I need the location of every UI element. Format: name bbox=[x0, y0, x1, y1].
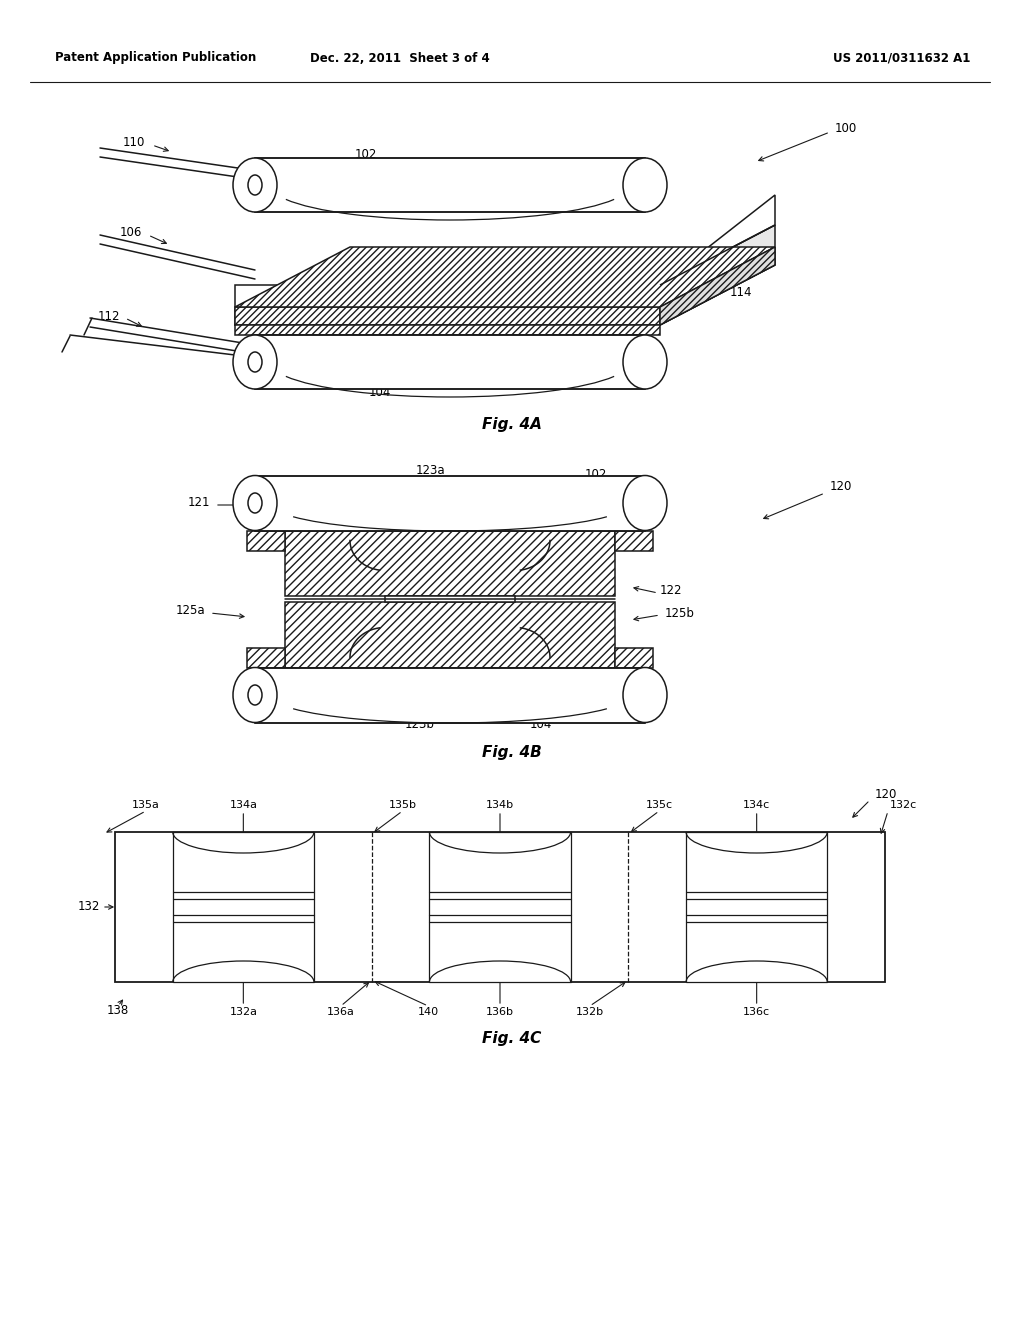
Bar bbox=[255, 158, 645, 213]
Text: 104: 104 bbox=[530, 718, 552, 731]
Ellipse shape bbox=[233, 475, 278, 531]
Bar bbox=[173, 832, 314, 892]
Text: 134c: 134c bbox=[743, 800, 770, 810]
Ellipse shape bbox=[233, 335, 278, 389]
Ellipse shape bbox=[248, 352, 262, 372]
Text: Fig. 4B: Fig. 4B bbox=[482, 746, 542, 760]
Text: 102: 102 bbox=[585, 469, 607, 482]
Bar bbox=[255, 668, 645, 722]
Ellipse shape bbox=[233, 668, 278, 722]
Polygon shape bbox=[234, 325, 660, 335]
Polygon shape bbox=[285, 602, 615, 668]
Text: 134b: 134b bbox=[486, 800, 514, 810]
Ellipse shape bbox=[248, 492, 262, 513]
Bar bbox=[429, 832, 570, 892]
Text: Patent Application Publication: Patent Application Publication bbox=[55, 51, 256, 65]
Polygon shape bbox=[234, 308, 660, 325]
Text: Fig. 4A: Fig. 4A bbox=[482, 417, 542, 433]
Bar bbox=[247, 648, 285, 668]
Text: 110: 110 bbox=[123, 136, 145, 149]
Polygon shape bbox=[234, 285, 660, 325]
Text: 140: 140 bbox=[418, 1007, 438, 1016]
Bar bbox=[429, 921, 570, 982]
Text: 100: 100 bbox=[835, 121, 857, 135]
Bar bbox=[173, 921, 314, 982]
Text: 135a: 135a bbox=[132, 800, 160, 810]
Polygon shape bbox=[660, 247, 775, 325]
Text: 134a: 134a bbox=[229, 800, 257, 810]
Text: 124: 124 bbox=[383, 477, 406, 490]
Text: 132c: 132c bbox=[890, 800, 918, 810]
Text: 123a: 123a bbox=[415, 463, 444, 477]
Text: 135b: 135b bbox=[388, 800, 417, 810]
Text: Fig. 4C: Fig. 4C bbox=[482, 1031, 542, 1045]
Text: 112: 112 bbox=[97, 309, 120, 322]
Text: 121: 121 bbox=[187, 496, 210, 510]
Text: 136c: 136c bbox=[743, 1007, 770, 1016]
Bar bbox=[385, 597, 515, 602]
Ellipse shape bbox=[623, 475, 667, 531]
Bar bbox=[255, 475, 645, 531]
Text: 136b: 136b bbox=[486, 1007, 514, 1016]
Ellipse shape bbox=[623, 335, 667, 389]
Bar bbox=[115, 832, 885, 982]
Bar bbox=[686, 921, 827, 982]
Text: 125a: 125a bbox=[175, 603, 205, 616]
Bar bbox=[615, 648, 653, 668]
Text: 106: 106 bbox=[120, 226, 142, 239]
Polygon shape bbox=[660, 195, 775, 285]
Bar bbox=[247, 531, 285, 550]
Ellipse shape bbox=[248, 176, 262, 195]
Ellipse shape bbox=[233, 158, 278, 213]
Text: 126: 126 bbox=[312, 709, 335, 722]
Text: 132a: 132a bbox=[229, 1007, 257, 1016]
Text: US 2011/0311632 A1: US 2011/0311632 A1 bbox=[833, 51, 970, 65]
Text: 135c: 135c bbox=[645, 800, 673, 810]
Text: 120: 120 bbox=[830, 480, 852, 494]
Ellipse shape bbox=[623, 158, 667, 213]
Text: 104: 104 bbox=[369, 385, 391, 399]
Ellipse shape bbox=[623, 668, 667, 722]
Text: 132: 132 bbox=[78, 900, 100, 913]
Bar bbox=[686, 832, 827, 892]
Bar bbox=[255, 335, 645, 389]
Text: 136a: 136a bbox=[327, 1007, 354, 1016]
Text: 138: 138 bbox=[106, 1003, 129, 1016]
Text: Dec. 22, 2011  Sheet 3 of 4: Dec. 22, 2011 Sheet 3 of 4 bbox=[310, 51, 489, 65]
Text: 114: 114 bbox=[730, 285, 753, 298]
Bar bbox=[615, 531, 653, 550]
Ellipse shape bbox=[248, 685, 262, 705]
Text: 102: 102 bbox=[355, 149, 378, 161]
Polygon shape bbox=[660, 224, 775, 325]
Polygon shape bbox=[234, 247, 775, 308]
Polygon shape bbox=[234, 265, 775, 325]
Text: 132b: 132b bbox=[575, 1007, 604, 1016]
Polygon shape bbox=[660, 224, 775, 285]
Text: 125b: 125b bbox=[665, 606, 695, 619]
Text: 120: 120 bbox=[874, 788, 897, 801]
Text: 123b: 123b bbox=[406, 718, 435, 731]
Text: 122: 122 bbox=[660, 583, 683, 597]
Polygon shape bbox=[285, 531, 615, 597]
